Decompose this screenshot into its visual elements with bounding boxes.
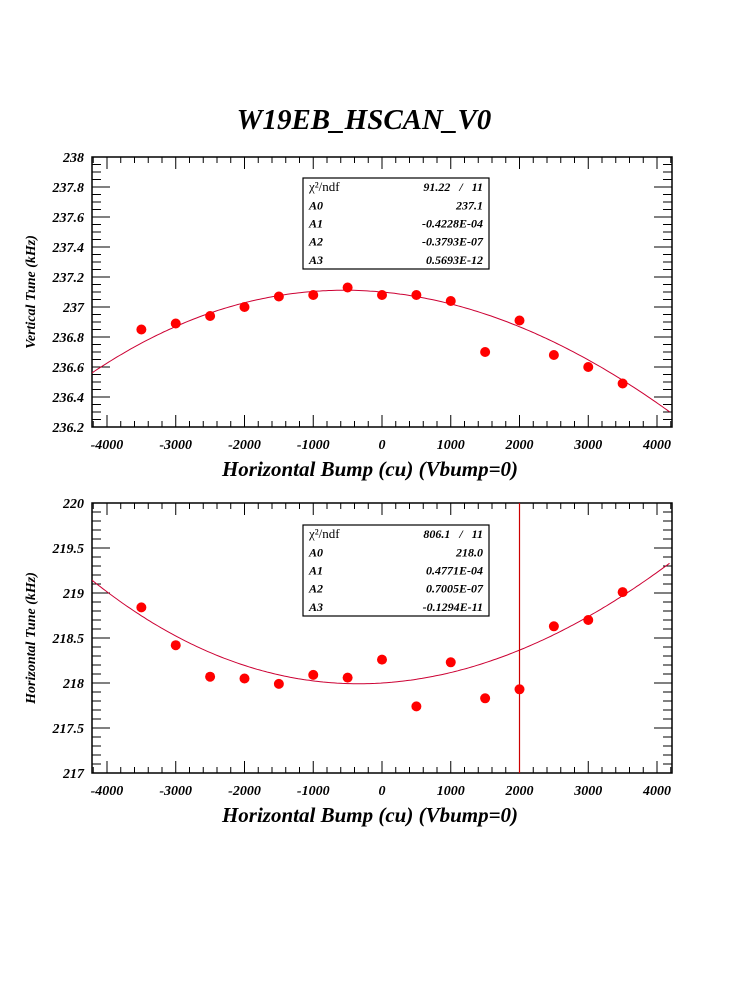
data-point [170,318,181,329]
data-point [583,362,594,372]
x-tick-label: 4000 [642,438,671,453]
x-tick-label: -3000 [159,438,192,453]
stats-param-label: A0 [308,198,323,212]
stats-box-frame [302,177,490,270]
y-tick-label: 217 [62,767,85,782]
y-axis-label: Horizontal Tune (kHz) [24,572,39,705]
data-point [308,669,319,680]
data-point [548,350,559,360]
x-tick-label: -4000 [91,784,124,799]
data-point [445,296,456,306]
data-point [548,621,559,632]
data-point [377,654,387,665]
plot-horizontal-tune: -4000 -3000 -2000 -1000 0 1000 2000 3000 4000 217… [24,497,673,827]
x-tick-label: 2000 [505,784,534,799]
stats-chi2-label: χ²/ndf [308,179,340,194]
x-tick-label: 2000 [505,438,534,453]
x-tick-label: 4000 [642,784,671,799]
stats-value: 91.22 / 11 [423,180,483,194]
page-title: W19EB_HSCAN_V0 [236,104,492,136]
data-point [273,291,284,302]
x-tick-label: 3000 [573,438,602,453]
x-tick-label: -3000 [159,784,192,799]
data-point [480,693,491,704]
stats-value: 0.4771E-04 [426,564,483,578]
data-point [205,311,216,321]
data-point [205,671,216,682]
y-tick-label: 236.4 [52,391,85,406]
y-tick-label: 219.5 [52,542,85,557]
data-point [514,684,525,695]
stats-value: 218.0 [455,545,483,559]
y-tick-label: 237.8 [52,181,85,196]
data-point [170,640,181,651]
data-point [342,282,353,293]
y-tick-label: 238 [62,151,84,166]
y-tick-label: 237 [62,301,85,316]
stats-value: 0.5693E-12 [426,253,483,267]
data-point [445,657,456,668]
x-tick-label: 1000 [437,438,465,453]
data-point [617,378,628,389]
y-axis-label: Vertical Tune (kHz) [24,235,39,349]
stats-value: -0.4228E-04 [422,217,483,231]
stats-box: χ²/ndf 806.1 / 11 A0 218.0 A1 0.4771E-04 A2 0.7… [302,524,490,617]
data-point [411,290,422,300]
stats-param-label: A1 [308,564,323,578]
stats-param-label: A1 [308,217,323,231]
y-tick-label: 218.5 [52,632,85,647]
x-axis-label: Horizontal Bump (cu) (Vbump=0) [221,457,518,481]
data-point [273,678,284,689]
stats-param-label: A3 [308,600,323,614]
x-tick-label: -2000 [228,438,261,453]
fit-curve [92,289,670,413]
data-point [342,672,353,683]
data-point [136,602,147,613]
stats-box: χ²/ndf 91.22 / 11 A0 237.1 A1 -0.4228E-04 A2 -0… [302,177,490,270]
data-point [377,290,387,300]
y-tick-label: 217.5 [52,722,85,737]
plot-vertical-tune: -4000 -3000 -2000 -1000 0 1000 2000 3000 4000 236… [24,151,673,481]
data-point [480,347,491,357]
stats-value: -0.1294E-11 [423,600,483,614]
data-point [239,673,250,684]
data-point [308,290,319,300]
y-tick-label: 236.2 [52,421,85,436]
y-tick-label: 218 [62,677,84,692]
data-point [136,324,147,335]
data-point [239,302,250,312]
x-tick-label: -2000 [228,784,261,799]
y-tick-label: 237.4 [52,241,85,256]
stats-value: 237.1 [455,198,483,212]
stats-param-label: A2 [308,235,323,249]
stats-param-label: A3 [308,253,323,267]
y-tick-label: 236.6 [52,361,85,376]
x-tick-label: 0 [379,438,386,453]
x-tick-label: 1000 [437,784,465,799]
data-point [583,615,594,625]
data-point [411,701,422,712]
x-tick-label: -4000 [91,438,124,453]
data-point [514,315,525,326]
y-tick-label: 237.2 [52,271,85,286]
x-tick-label: -1000 [297,438,330,453]
x-tick-label: 0 [379,784,386,799]
x-tick-label: 3000 [573,784,602,799]
stats-value: -0.3793E-07 [422,235,484,249]
stats-box-frame [302,524,490,617]
y-tick-label: 237.6 [52,211,85,226]
stats-param-label: A0 [308,545,323,559]
stats-value: 0.7005E-07 [426,582,484,596]
x-tick-label: -1000 [297,784,330,799]
y-tick-label: 219 [62,587,84,602]
data-point [617,587,628,598]
stats-param-label: A2 [308,582,323,596]
x-axis-label: Horizontal Bump (cu) (Vbump=0) [221,803,518,827]
fit-curve [92,562,670,685]
stats-chi2-label: χ²/ndf [308,526,340,541]
stats-value: 806.1 / 11 [423,527,483,541]
y-tick-label: 220 [62,497,84,512]
y-tick-label: 236.8 [52,331,85,346]
